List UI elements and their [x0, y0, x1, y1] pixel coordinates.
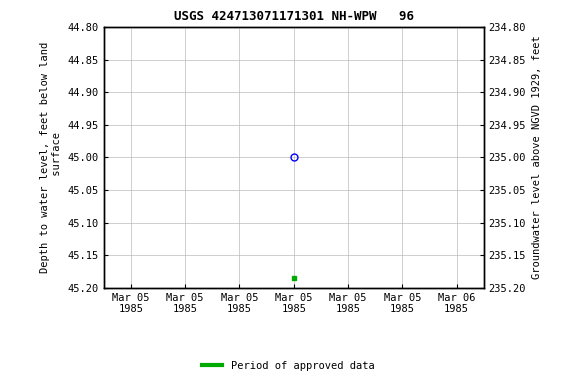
Title: USGS 424713071171301 NH-WPW   96: USGS 424713071171301 NH-WPW 96: [174, 10, 414, 23]
Y-axis label: Depth to water level, feet below land
 surface: Depth to water level, feet below land su…: [40, 42, 62, 273]
Legend: Period of approved data: Period of approved data: [198, 357, 378, 375]
Y-axis label: Groundwater level above NGVD 1929, feet: Groundwater level above NGVD 1929, feet: [532, 36, 542, 279]
